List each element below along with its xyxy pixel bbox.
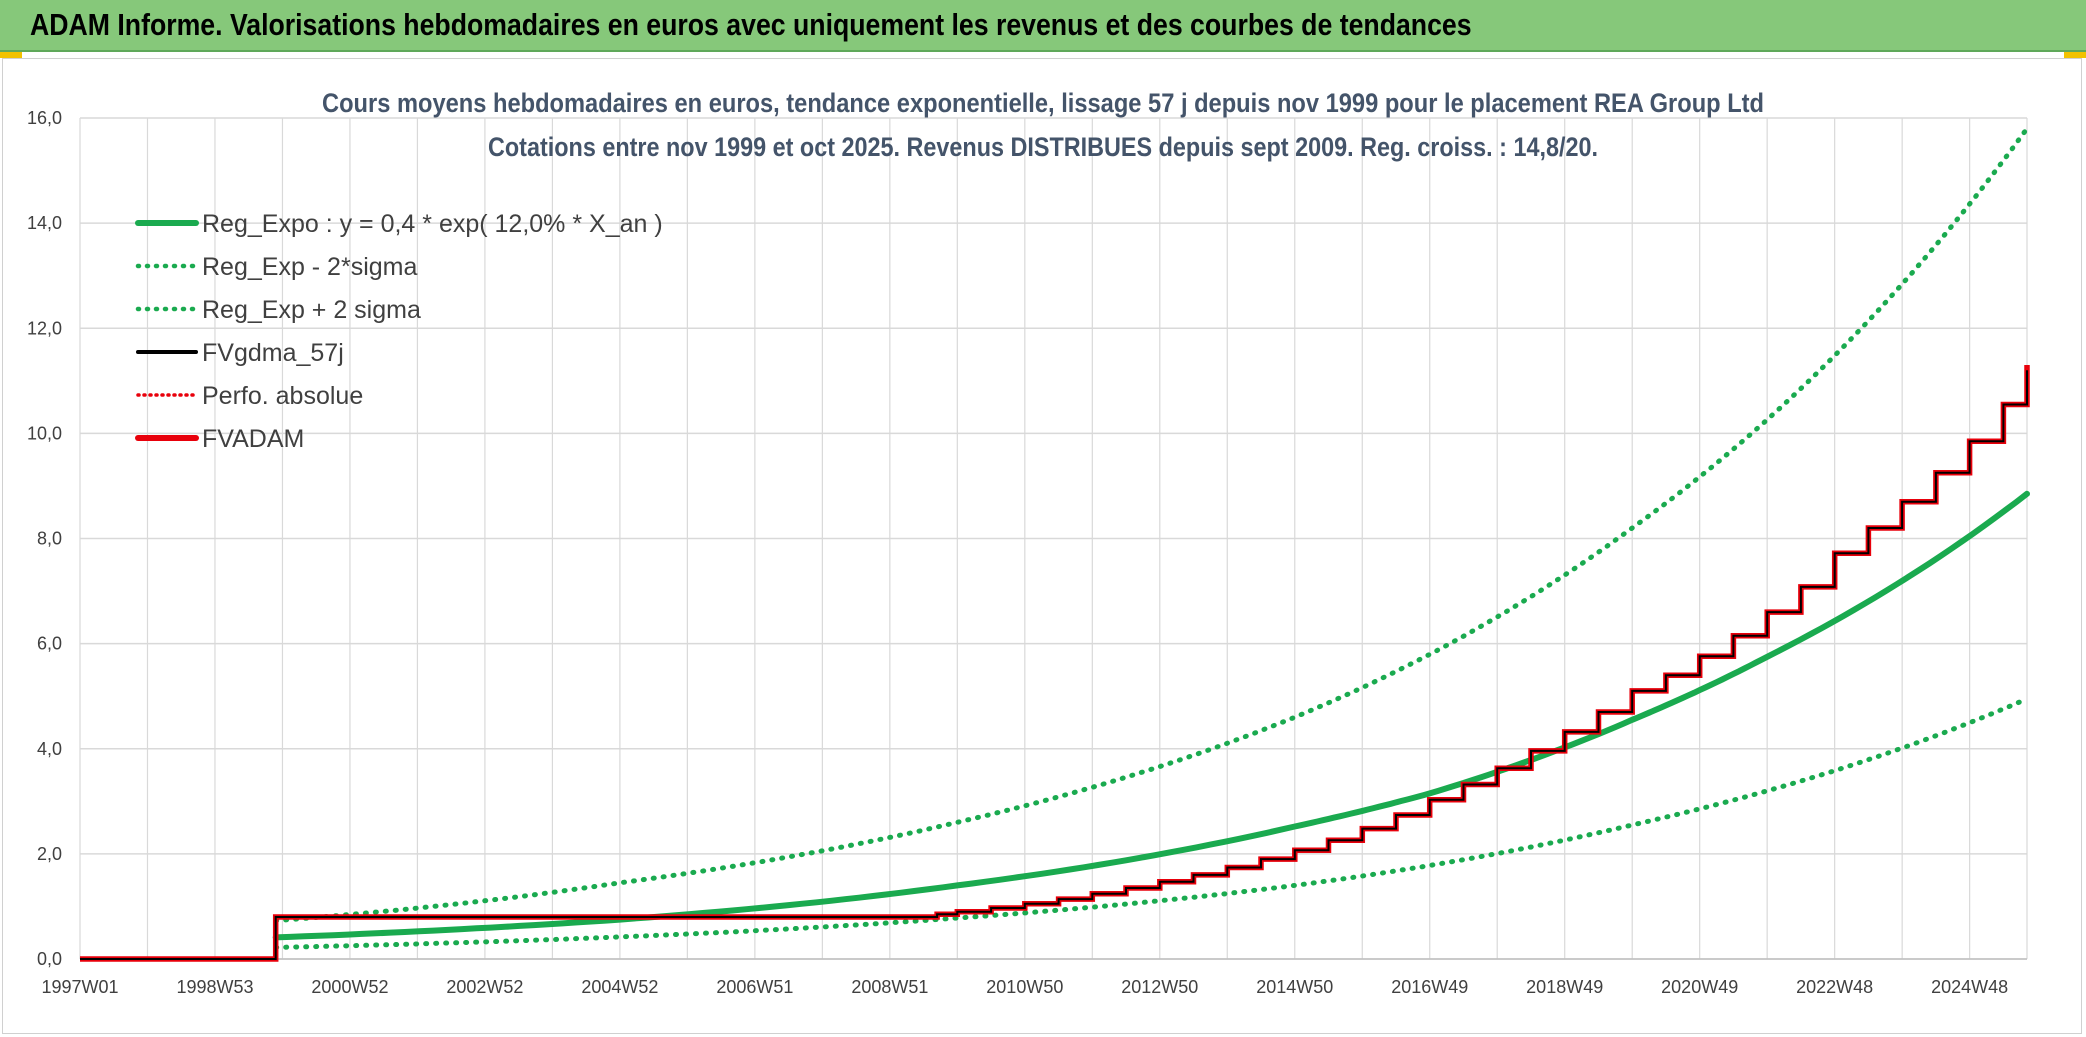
series-line-fvgdma-57j (80, 370, 2028, 960)
legend-label: Reg_Exp + 2 sigma (202, 296, 421, 324)
grid-lines (79, 117, 2028, 960)
series-layer (80, 126, 2030, 962)
chart-subtitle: Cotations entre nov 1999 et oct 2025. Re… (488, 132, 1598, 162)
y-tick-label: 2,0 (37, 844, 62, 864)
x-tick-label: 1997W01 (41, 977, 118, 997)
x-tick-label: 2008W51 (851, 977, 928, 997)
x-tick-label: 1998W53 (176, 977, 253, 997)
series-line-reg-exp-plus-2sigma (273, 126, 2030, 924)
x-tick-label: 2020W49 (1661, 977, 1738, 997)
y-tick-label: 12,0 (27, 318, 62, 338)
legend: Reg_Expo : y = 0,4 * exp( 12,0% * X_an )… (135, 210, 663, 453)
x-tick-label: 2022W48 (1796, 977, 1873, 997)
x-tick-label: 2018W49 (1526, 977, 1603, 997)
y-tick-label: 0,0 (37, 949, 62, 969)
x-tick-label: 2000W52 (311, 977, 388, 997)
page-title: ADAM Informe. Valorisations hebdomadaire… (30, 7, 1472, 42)
y-tick-label: 4,0 (37, 739, 62, 759)
legend-label: FVADAM (202, 425, 304, 453)
legend-label: Reg_Expo : y = 0,4 * exp( 12,0% * X_an ) (202, 210, 663, 238)
corner-accent-right (2064, 52, 2086, 58)
x-tick-label: 2004W52 (581, 977, 658, 997)
x-tick-label: 2006W51 (716, 977, 793, 997)
x-tick-label: 2010W50 (986, 977, 1063, 997)
x-tick-label: 2012W50 (1121, 977, 1198, 997)
legend-label: Reg_Exp - 2*sigma (202, 253, 417, 281)
y-tick-label: 6,0 (37, 634, 62, 654)
legend-label: FVgdma_57j (202, 339, 344, 367)
axis-ticks: 0,0 2,0 4,0 6,0 8,0 10,0 12,0 14,0 16,0 1997W01 19… (27, 108, 2008, 997)
y-tick-label: 8,0 (37, 529, 62, 549)
y-tick-label: 10,0 (27, 423, 62, 443)
x-tick-label: 2002W52 (446, 977, 523, 997)
header-bar: ADAM Informe. Valorisations hebdomadaire… (0, 0, 2086, 52)
y-tick-label: 16,0 (27, 108, 62, 128)
chart-frame (2, 58, 2082, 1034)
y-tick-label: 14,0 (27, 213, 62, 233)
series-line-reg-exp-minus-2sigma (273, 696, 2030, 950)
chart-title: Cours moyens hebdomadaires en euros, ten… (322, 88, 1764, 118)
x-tick-label: 2014W50 (1256, 977, 1333, 997)
legend-label: Perfo. absolue (202, 382, 363, 410)
corner-accent-left (0, 52, 22, 58)
x-tick-label: 2024W48 (1931, 977, 2008, 997)
x-tick-label: 2016W49 (1391, 977, 1468, 997)
series-line-reg-expo (272, 490, 2030, 941)
